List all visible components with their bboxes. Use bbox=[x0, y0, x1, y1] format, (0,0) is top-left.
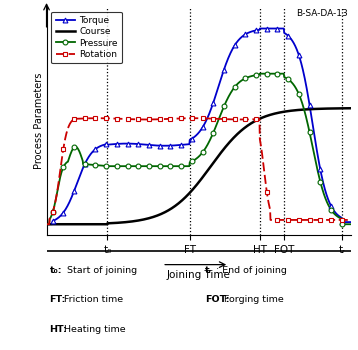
Text: HT:: HT: bbox=[49, 325, 67, 334]
Legend: Torque, Course, Pressure, Rotation: Torque, Course, Pressure, Rotation bbox=[51, 12, 122, 63]
Text: Forging time: Forging time bbox=[221, 295, 283, 304]
Text: B-SA-DA-13: B-SA-DA-13 bbox=[296, 9, 348, 18]
Text: t₀:: t₀: bbox=[49, 266, 62, 275]
Y-axis label: Process Parameters: Process Parameters bbox=[34, 73, 44, 169]
Text: Start of joining: Start of joining bbox=[62, 266, 137, 275]
Text: FT:: FT: bbox=[49, 295, 66, 304]
Text: : End of joining: : End of joining bbox=[213, 266, 286, 275]
Text: Joining Time: Joining Time bbox=[167, 270, 231, 280]
Text: Heating time: Heating time bbox=[62, 325, 126, 334]
Text: FOT:: FOT: bbox=[205, 295, 229, 304]
Text: tᵣ: tᵣ bbox=[205, 266, 212, 275]
Text: Friction time: Friction time bbox=[62, 295, 124, 304]
